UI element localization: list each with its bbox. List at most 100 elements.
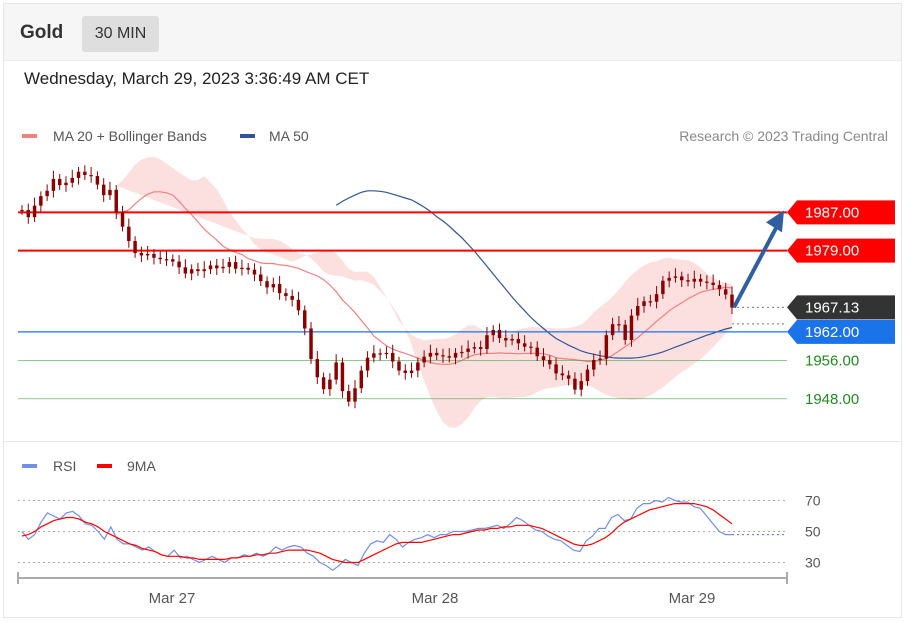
candle-body (334, 362, 338, 380)
candle-body (730, 294, 734, 308)
level-tag-1967.13 (787, 295, 895, 320)
candle-body (64, 182, 68, 186)
candle-body (705, 281, 709, 283)
candle-body (221, 266, 225, 269)
candle-body (717, 285, 722, 290)
rsi-ma-legend-swatch (97, 464, 112, 468)
candle-body (32, 205, 37, 218)
candle-body (378, 353, 382, 355)
candle-body (510, 339, 514, 341)
candle-body (83, 171, 87, 176)
candle-body (346, 391, 351, 402)
candle-body (145, 253, 150, 256)
candle-body (585, 369, 590, 382)
candle-body (202, 269, 206, 272)
candle-body (70, 177, 74, 183)
rsi-line (21, 496, 732, 572)
candle-body (497, 329, 502, 339)
candle-body (592, 360, 596, 370)
level-tag-1987.00 (787, 200, 895, 225)
candle-body (673, 276, 678, 278)
x-axis: Mar 27 Mar 28 Mar 29 (17, 572, 788, 607)
candle-body (504, 338, 508, 341)
candle-body (384, 352, 389, 355)
candle-body (390, 352, 395, 362)
candle-body (478, 347, 483, 350)
candle-body (698, 278, 703, 282)
candle-body (340, 362, 345, 392)
candle-body (416, 362, 420, 371)
candle-body (466, 348, 470, 352)
research-credit: Research © 2023 Trading Central (679, 128, 888, 144)
candle-body (183, 267, 188, 274)
rsi-ma-legend-label: 9MA (127, 458, 156, 474)
candle-body (573, 378, 577, 390)
candle-body (164, 259, 169, 261)
x-tick-label: Mar 27 (149, 590, 196, 607)
candle-body (20, 209, 24, 212)
candle-body (541, 356, 546, 361)
candle-body (610, 324, 615, 336)
candle-body (654, 294, 659, 302)
level-label-1979.00: 1979.00 (805, 243, 859, 260)
candle-body (26, 209, 31, 218)
candle-body (491, 329, 495, 336)
level-label-1967.13: 1967.13 (805, 299, 859, 316)
candle-body (177, 261, 181, 268)
candle-body (604, 335, 609, 359)
candle-body (108, 189, 112, 196)
candle-body (51, 178, 56, 191)
candle-body (428, 352, 433, 357)
chart-widget: Gold 30 MIN Wednesday, March 29, 2023 3:… (3, 3, 902, 618)
candle-body (516, 339, 521, 344)
candle-body (215, 265, 219, 269)
candle-body (303, 310, 307, 329)
candle-body (460, 351, 464, 354)
candle-body (397, 361, 401, 371)
level-label-1962.00: 1962.00 (805, 324, 859, 341)
candles (20, 165, 734, 409)
target-arrow-shaft (732, 223, 780, 309)
candle-body (189, 269, 194, 274)
header-bar: Gold 30 MIN (4, 4, 901, 61)
candle-body (723, 289, 728, 295)
candle-body (472, 347, 477, 349)
candle-body (648, 301, 653, 303)
level-label-1956.00: 1956.00 (805, 353, 859, 370)
candle-body (566, 375, 571, 379)
level-tag-1962.00 (787, 319, 895, 344)
candle-body (353, 388, 357, 402)
timeframe-badge[interactable]: 30 MIN (82, 16, 159, 52)
candle-body (403, 370, 408, 373)
ma50-legend-swatch (240, 134, 255, 138)
asset-name: Gold (20, 22, 64, 43)
candle-body (598, 358, 602, 361)
x-tick-label: Mar 28 (412, 590, 459, 607)
candle-body (447, 356, 451, 358)
timestamp: Wednesday, March 29, 2023 3:36:49 AM CET (24, 69, 370, 88)
candle-body (240, 267, 244, 269)
candle-body (453, 352, 458, 358)
candle-body (246, 267, 250, 270)
level-label-1948.00: 1948.00 (805, 391, 859, 408)
rsi-tick-label: 50 (805, 524, 821, 540)
candle-body (76, 171, 81, 178)
candle-body (233, 262, 238, 269)
candle-body (95, 176, 100, 185)
candle-body (290, 296, 294, 300)
candle-body (227, 262, 232, 267)
candle-body (667, 277, 671, 281)
candle-body (133, 241, 137, 253)
candle-body (277, 284, 282, 294)
bollinger-band-area (116, 156, 732, 428)
candle-body (114, 189, 118, 213)
rsi-legend-swatch (22, 464, 37, 468)
candle-body (89, 175, 93, 177)
candle-body (485, 335, 489, 350)
candle-body (120, 212, 125, 227)
candle-body (642, 301, 646, 307)
ma20-legend-swatch (22, 134, 37, 138)
x-tick-label: Mar 29 (669, 590, 716, 607)
candle-body (39, 196, 43, 206)
